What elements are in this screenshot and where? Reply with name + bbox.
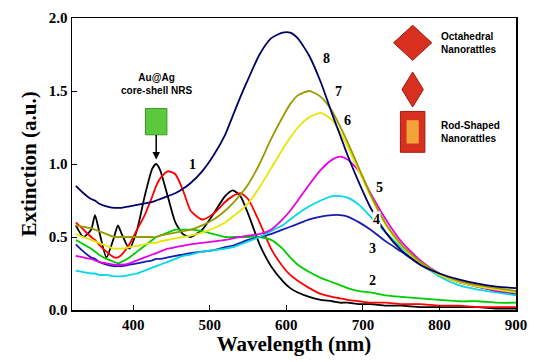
svg-text:Rod-ShapedNanorattles: Rod-ShapedNanorattles [441, 120, 500, 144]
svg-text:500: 500 [199, 317, 222, 333]
svg-text:400: 400 [122, 317, 145, 333]
svg-text:1: 1 [189, 157, 196, 172]
svg-text:OctahedralNanorattles: OctahedralNanorattles [441, 31, 496, 55]
svg-text:6: 6 [344, 113, 351, 128]
svg-text:1.0: 1.0 [49, 156, 68, 172]
svg-text:8: 8 [323, 51, 330, 66]
svg-text:2.0: 2.0 [49, 10, 68, 26]
svg-text:0.5: 0.5 [49, 229, 68, 245]
svg-text:1.5: 1.5 [49, 83, 68, 99]
svg-text:0.0: 0.0 [49, 302, 68, 318]
svg-text:3: 3 [369, 241, 376, 256]
svg-text:Wavelength (nm): Wavelength (nm) [217, 333, 372, 357]
svg-text:900: 900 [505, 317, 528, 333]
svg-text:4: 4 [373, 212, 380, 227]
svg-text:7: 7 [335, 84, 342, 99]
svg-text:5: 5 [376, 180, 383, 195]
svg-text:800: 800 [428, 317, 451, 333]
svg-text:2: 2 [369, 273, 376, 288]
svg-text:Au@Agcore-shell NRS: Au@Agcore-shell NRS [121, 72, 192, 96]
svg-text:Extinction (a.u.): Extinction (a.u.) [17, 91, 41, 236]
svg-text:700: 700 [352, 317, 375, 333]
svg-text:600: 600 [275, 317, 298, 333]
